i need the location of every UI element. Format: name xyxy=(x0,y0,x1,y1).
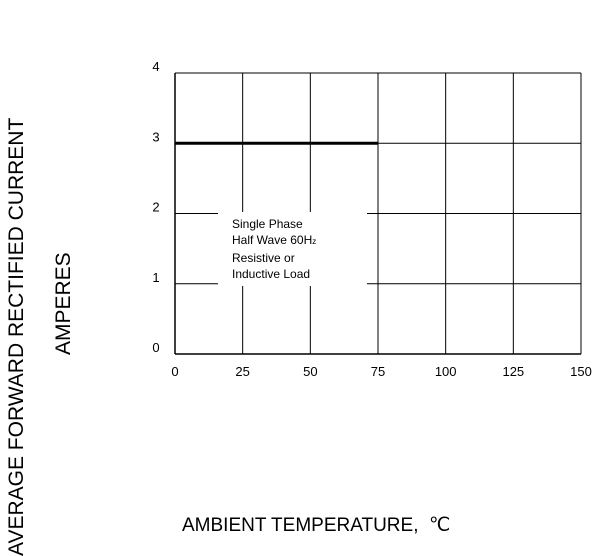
y-tick-label: 2 xyxy=(152,200,159,215)
x-tick-label: 75 xyxy=(371,364,385,379)
y-axis-label: AVERAGE FORWARD RECTIFIED CURRENT xyxy=(5,117,28,556)
y-tick-label: 0 xyxy=(152,340,159,355)
annotation-line: Resistive or xyxy=(232,251,295,265)
annotation-line: Inductive Load xyxy=(232,267,311,281)
y-tick-label: 3 xyxy=(152,129,159,144)
x-tick-label: 125 xyxy=(502,364,524,379)
x-tick-label: 150 xyxy=(570,364,592,379)
x-axis-label-text: AMBIENT TEMPERATURE, xyxy=(182,515,419,536)
annotation-line: Half Wave 60Hz xyxy=(232,233,317,247)
x-axis-label: AMBIENT TEMPERATURE, ℃ xyxy=(182,514,450,537)
y-tick-label: 1 xyxy=(152,270,159,285)
y-tick-label: 4 xyxy=(152,59,159,74)
y-axis-unit-label: AMPERES xyxy=(52,252,75,355)
chart-annotation: Single Phase Half Wave 60Hz Resistive or… xyxy=(218,212,367,286)
x-tick-label: 50 xyxy=(303,364,317,379)
ticks: 0 25 50 75 100 125 150 0 1 2 3 4 xyxy=(152,59,591,379)
x-tick-label: 0 xyxy=(171,364,178,379)
annotation-line: Single Phase xyxy=(232,217,303,231)
x-tick-label: 100 xyxy=(435,364,457,379)
x-axis-unit: ℃ xyxy=(429,515,451,536)
x-tick-label: 25 xyxy=(235,364,249,379)
